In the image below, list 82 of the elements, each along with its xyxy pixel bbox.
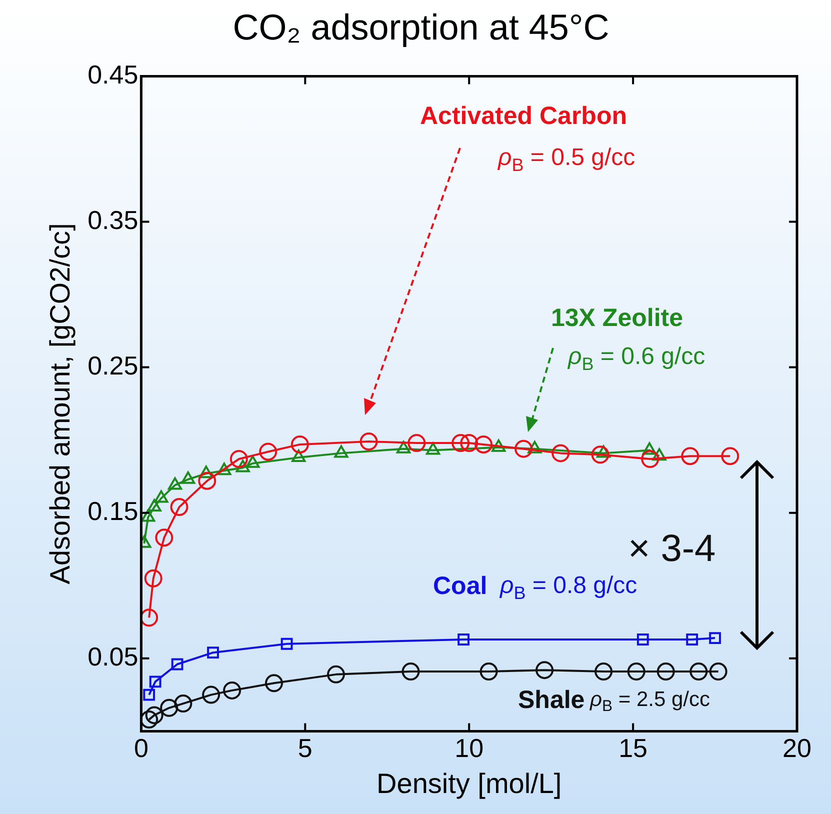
point xyxy=(198,472,216,490)
point xyxy=(144,569,162,588)
point xyxy=(656,662,675,681)
x-tick-label: 5 xyxy=(298,732,312,763)
point xyxy=(594,662,613,681)
point xyxy=(230,450,248,468)
point xyxy=(246,455,260,468)
point xyxy=(265,674,284,692)
point xyxy=(408,434,426,452)
x-tick-label: 20 xyxy=(782,732,812,763)
y-tick-label: 0.35 xyxy=(88,204,138,235)
x-tick-label: 15 xyxy=(618,732,648,763)
point xyxy=(681,447,700,466)
point xyxy=(636,634,649,646)
point xyxy=(686,634,698,646)
point xyxy=(552,444,570,462)
annotation: ρ$_{B}$ = 0.6 g/cc xyxy=(568,343,706,374)
y-tick-label: 0.15 xyxy=(88,496,138,526)
point xyxy=(292,450,306,462)
point xyxy=(217,462,232,476)
point xyxy=(514,440,533,458)
point xyxy=(155,528,174,547)
chart-title: CO₂ adsorption at 45°C xyxy=(232,6,610,48)
series-label: Coal xyxy=(433,572,488,600)
point xyxy=(591,446,610,464)
point xyxy=(259,442,278,461)
point xyxy=(480,662,498,681)
point xyxy=(171,658,184,670)
point xyxy=(202,686,220,704)
x-tick-label: 0 xyxy=(134,732,148,763)
point xyxy=(627,662,646,681)
point xyxy=(141,608,158,627)
point xyxy=(160,698,178,717)
point xyxy=(360,432,378,451)
point xyxy=(143,688,156,701)
point xyxy=(290,435,309,454)
point xyxy=(174,694,192,713)
point xyxy=(181,471,196,484)
point xyxy=(709,632,721,644)
point xyxy=(402,662,420,681)
point xyxy=(199,466,214,478)
point xyxy=(396,440,411,454)
annotation: ρ$_{B}$ = 2.5 g/cc xyxy=(590,688,710,716)
point xyxy=(326,665,345,684)
point xyxy=(536,661,554,680)
point xyxy=(709,662,728,681)
point xyxy=(721,447,740,466)
point xyxy=(492,439,506,452)
point xyxy=(280,638,293,650)
point xyxy=(460,434,478,452)
point xyxy=(170,498,188,516)
y-axis-title: Adsorbed amount, [gCO2/cc] xyxy=(44,223,76,584)
point xyxy=(528,440,542,454)
point xyxy=(223,681,242,700)
y-tick-label: 0.45 xyxy=(88,59,138,90)
point xyxy=(474,435,493,454)
x-axis-title: Density [mol/L] xyxy=(376,768,562,799)
point xyxy=(154,490,168,503)
point xyxy=(141,509,156,522)
y-tick-label: 0.05 xyxy=(88,642,138,672)
text: 13X Zeolite xyxy=(551,304,683,332)
point xyxy=(652,448,666,461)
y-tick-label: 0.25 xyxy=(88,350,138,380)
point xyxy=(141,710,158,729)
annotation: ρ$_{B}$ = 0.8 g/cc xyxy=(500,572,638,603)
x-tick-label: 10 xyxy=(454,732,484,763)
point xyxy=(642,442,657,455)
point xyxy=(207,646,219,659)
point xyxy=(690,662,708,681)
point xyxy=(168,477,182,490)
point xyxy=(145,706,164,724)
annotation: ρ$_{B}$ = 0.5 g/cc xyxy=(498,144,636,175)
point xyxy=(641,450,660,468)
point xyxy=(426,442,440,455)
text: Activated Carbon xyxy=(420,102,627,130)
series-label: Shale xyxy=(518,686,585,714)
point xyxy=(334,445,348,458)
point xyxy=(452,434,470,452)
point xyxy=(147,499,162,512)
point xyxy=(149,676,162,688)
annotation: × 3-4 xyxy=(628,528,716,570)
point xyxy=(458,634,470,646)
